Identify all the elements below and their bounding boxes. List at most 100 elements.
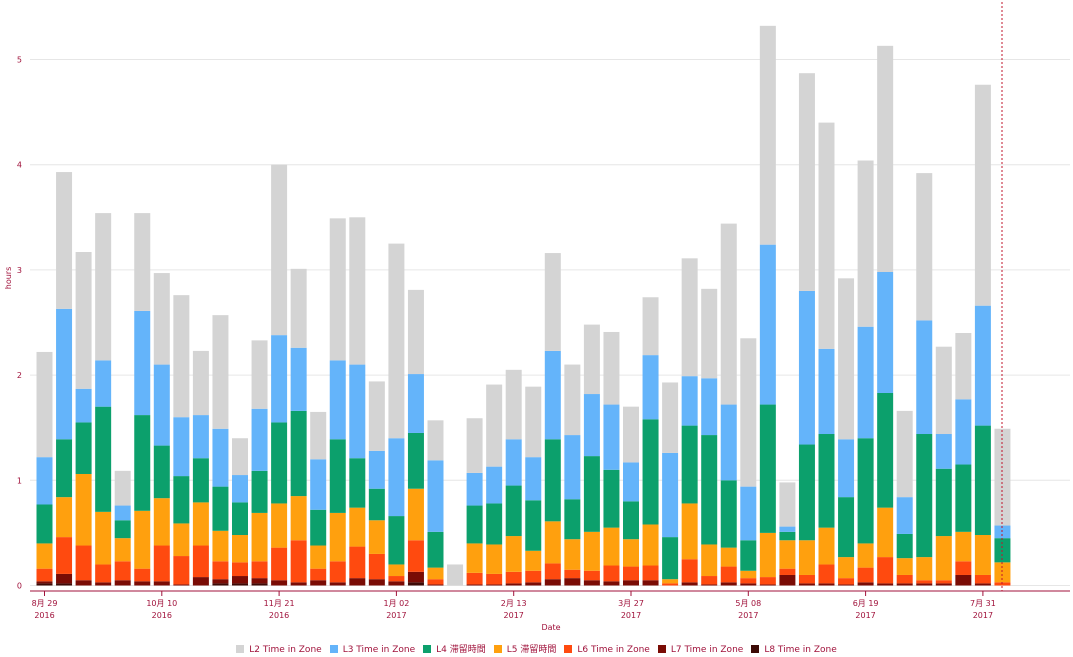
bar-segment-l2[interactable]	[701, 288, 718, 379]
bar-segment-l2[interactable]	[75, 252, 92, 389]
bar-segment-l7[interactable]	[75, 580, 92, 586]
bar-segment-l7[interactable]	[877, 583, 894, 586]
bar-segment-l3[interactable]	[329, 360, 346, 440]
bar-segment-l2[interactable]	[798, 73, 815, 291]
bar-segment-l4[interactable]	[759, 404, 776, 533]
bar-segment-l2[interactable]	[720, 223, 737, 405]
bar-segment-l7[interactable]	[623, 580, 639, 586]
bar-segment-l6[interactable]	[720, 566, 737, 583]
bar-segment-l2[interactable]	[994, 428, 1011, 526]
bar-segment-l7[interactable]	[212, 579, 229, 584]
bar-segment-l7[interactable]	[818, 583, 835, 586]
bar-segment-l7[interactable]	[681, 582, 698, 586]
bar-segment-l3[interactable]	[153, 364, 170, 446]
bar-segment-l8[interactable]	[251, 583, 268, 586]
bar-segment-l5[interactable]	[701, 544, 718, 577]
bar-segment-l7[interactable]	[192, 577, 209, 586]
bar-segment-l5[interactable]	[583, 531, 600, 571]
bar-segment-l5[interactable]	[974, 535, 991, 575]
bar-segment-l5[interactable]	[838, 557, 855, 579]
bar-segment-l5[interactable]	[251, 512, 268, 562]
bar-segment-l3[interactable]	[56, 308, 73, 440]
bar-segment-l5[interactable]	[36, 543, 53, 569]
bar-segment-l4[interactable]	[564, 499, 581, 540]
bar-segment-l7[interactable]	[974, 583, 991, 586]
bar-segment-l7[interactable]	[114, 580, 131, 586]
bar-segment-l4[interactable]	[349, 458, 366, 508]
bar-segment-l7[interactable]	[349, 578, 366, 586]
bar-segment-l2[interactable]	[955, 333, 972, 400]
bar-segment-l4[interactable]	[251, 470, 268, 513]
bar-segment-l6[interactable]	[955, 561, 972, 575]
bar-segment-l3[interactable]	[857, 326, 874, 439]
bar-segment-l3[interactable]	[290, 347, 307, 411]
bar-segment-l3[interactable]	[955, 399, 972, 465]
bar-segment-l2[interactable]	[857, 160, 874, 327]
bar-segment-l4[interactable]	[544, 439, 561, 522]
bar-segment-l8[interactable]	[36, 583, 53, 586]
bar-segment-l2[interactable]	[329, 218, 346, 361]
bar-segment-l8[interactable]	[407, 582, 424, 586]
bar-segment-l5[interactable]	[310, 545, 327, 569]
bar-segment-l2[interactable]	[251, 340, 268, 409]
bar-segment-l6[interactable]	[701, 576, 718, 585]
bar-segment-l2[interactable]	[407, 289, 424, 375]
bar-segment-l7[interactable]	[564, 578, 581, 586]
bar-segment-l5[interactable]	[662, 579, 679, 584]
bar-segment-l7[interactable]	[153, 581, 170, 586]
bar-segment-l5[interactable]	[818, 527, 835, 565]
bar-segment-l3[interactable]	[173, 417, 190, 477]
bar-segment-l3[interactable]	[818, 348, 835, 435]
bar-segment-l2[interactable]	[114, 470, 131, 506]
bar-segment-l5[interactable]	[857, 543, 874, 568]
bar-segment-l6[interactable]	[192, 545, 209, 578]
bar-segment-l3[interactable]	[564, 435, 581, 500]
bar-segment-l7[interactable]	[232, 576, 248, 584]
bar-segment-l2[interactable]	[310, 411, 327, 460]
bar-segment-l7[interactable]	[701, 584, 718, 586]
bar-segment-l5[interactable]	[564, 539, 581, 570]
bar-segment-l7[interactable]	[955, 574, 972, 586]
bar-segment-l3[interactable]	[779, 526, 796, 532]
bar-segment-l3[interactable]	[349, 364, 366, 459]
bar-segment-l4[interactable]	[642, 419, 659, 525]
bar-segment-l5[interactable]	[75, 473, 92, 546]
bar-segment-l6[interactable]	[505, 571, 522, 584]
bar-segment-l7[interactable]	[368, 579, 385, 586]
bar-segment-l6[interactable]	[681, 559, 698, 583]
bar-segment-l4[interactable]	[818, 434, 835, 528]
bar-segment-l2[interactable]	[623, 406, 639, 463]
bar-segment-l6[interactable]	[388, 576, 405, 582]
bar-segment-l4[interactable]	[720, 480, 737, 548]
bar-segment-l7[interactable]	[329, 582, 346, 586]
bar-segment-l4[interactable]	[681, 425, 698, 504]
bar-segment-l5[interactable]	[134, 510, 151, 569]
bar-segment-l2[interactable]	[974, 84, 991, 306]
bar-segment-l4[interactable]	[603, 469, 620, 528]
bar-segment-l2[interactable]	[134, 213, 151, 311]
bar-segment-l4[interactable]	[329, 439, 346, 513]
bar-segment-l6[interactable]	[525, 570, 542, 583]
bar-segment-l2[interactable]	[505, 369, 522, 440]
bar-segment-l4[interactable]	[896, 533, 913, 559]
bar-segment-l4[interactable]	[857, 438, 874, 544]
bar-segment-l7[interactable]	[525, 582, 542, 586]
bar-segment-l5[interactable]	[95, 511, 112, 565]
bar-segment-l6[interactable]	[36, 568, 53, 582]
bar-segment-l3[interactable]	[623, 462, 639, 502]
bar-segment-l6[interactable]	[153, 545, 170, 582]
bar-segment-l4[interactable]	[662, 537, 679, 580]
bar-segment-l2[interactable]	[662, 382, 679, 453]
bar-segment-l2[interactable]	[896, 410, 913, 498]
bar-segment-l4[interactable]	[114, 520, 131, 539]
bar-segment-l3[interactable]	[877, 272, 894, 393]
bar-segment-l6[interactable]	[427, 579, 444, 585]
bar-segment-l5[interactable]	[192, 502, 209, 546]
bar-segment-l5[interactable]	[173, 523, 190, 557]
bar-segment-l5[interactable]	[623, 539, 639, 567]
bar-segment-l6[interactable]	[916, 580, 933, 584]
bar-segment-l5[interactable]	[388, 564, 405, 577]
bar-segment-l7[interactable]	[838, 584, 855, 586]
bar-segment-l4[interactable]	[407, 432, 424, 489]
bar-segment-l4[interactable]	[486, 503, 503, 545]
